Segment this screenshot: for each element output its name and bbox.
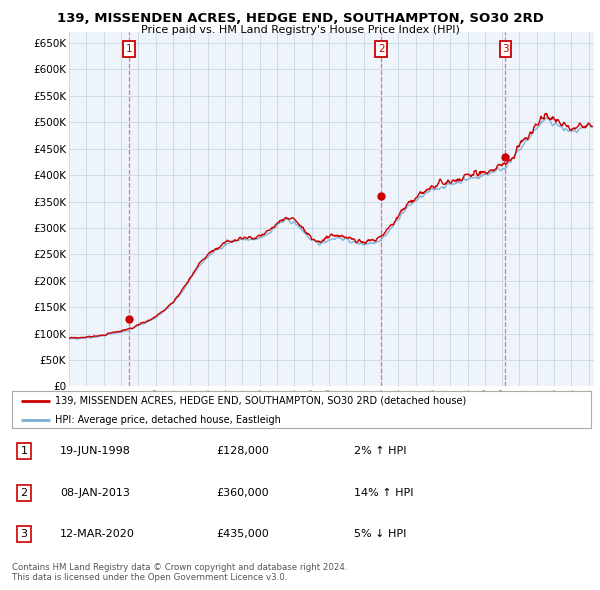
Text: 2% ↑ HPI: 2% ↑ HPI [354,447,407,456]
Text: £128,000: £128,000 [216,447,269,456]
Text: 12-MAR-2020: 12-MAR-2020 [60,529,135,539]
Text: 1: 1 [20,447,28,456]
Text: 3: 3 [20,529,28,539]
Text: 3: 3 [502,44,509,54]
Text: Price paid vs. HM Land Registry's House Price Index (HPI): Price paid vs. HM Land Registry's House … [140,25,460,35]
Text: 14% ↑ HPI: 14% ↑ HPI [354,488,413,497]
Text: 2: 2 [20,488,28,497]
Text: 5% ↓ HPI: 5% ↓ HPI [354,529,406,539]
Text: £435,000: £435,000 [216,529,269,539]
Text: 139, MISSENDEN ACRES, HEDGE END, SOUTHAMPTON, SO30 2RD: 139, MISSENDEN ACRES, HEDGE END, SOUTHAM… [56,12,544,25]
Text: HPI: Average price, detached house, Eastleigh: HPI: Average price, detached house, East… [55,415,281,425]
Text: 1: 1 [125,44,132,54]
Text: £360,000: £360,000 [216,488,269,497]
Text: 2: 2 [378,44,385,54]
Text: 08-JAN-2013: 08-JAN-2013 [60,488,130,497]
Text: 19-JUN-1998: 19-JUN-1998 [60,447,131,456]
Text: Contains HM Land Registry data © Crown copyright and database right 2024.
This d: Contains HM Land Registry data © Crown c… [12,563,347,582]
Text: 139, MISSENDEN ACRES, HEDGE END, SOUTHAMPTON, SO30 2RD (detached house): 139, MISSENDEN ACRES, HEDGE END, SOUTHAM… [55,396,467,406]
